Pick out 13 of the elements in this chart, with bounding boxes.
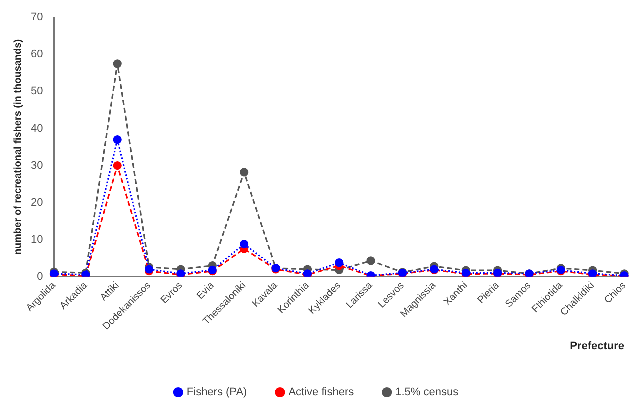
legend-label: Active fishers <box>288 386 355 399</box>
y-tick-label: 10 <box>30 234 44 246</box>
y-tick-label: 50 <box>30 86 44 98</box>
x-axis-title: Prefecture <box>570 340 625 352</box>
legend-label: 1.5% census <box>396 386 460 399</box>
y-tick-label: 40 <box>30 122 44 135</box>
y-tick-label: 30 <box>30 160 44 172</box>
y-axis-title: number of recreational fishers (in thousands) <box>12 39 24 256</box>
y-tick-label: 70 <box>30 12 44 24</box>
y-tick-label: 0 <box>37 270 44 283</box>
y-tick-label: 20 <box>30 196 44 209</box>
legend-label: Fishers (PA) <box>186 386 248 399</box>
y-tick-label: 60 <box>30 48 44 61</box>
